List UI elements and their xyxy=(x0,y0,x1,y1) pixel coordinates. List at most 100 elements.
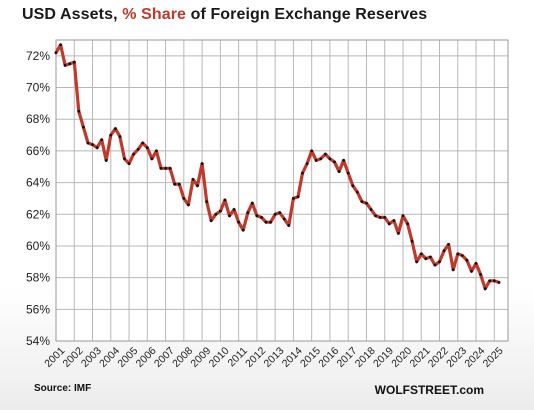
data-point xyxy=(360,200,364,204)
source-note: Source: IMF xyxy=(34,383,92,394)
data-point xyxy=(351,184,355,188)
data-point xyxy=(260,216,263,219)
data-point xyxy=(118,135,122,139)
data-point xyxy=(150,157,154,161)
data-point xyxy=(241,228,245,232)
data-point xyxy=(159,166,163,170)
data-point xyxy=(460,254,464,257)
data-point xyxy=(406,222,409,226)
data-point xyxy=(82,125,85,129)
data-point xyxy=(168,166,172,170)
data-point xyxy=(77,109,81,113)
data-point xyxy=(173,182,177,186)
data-point xyxy=(456,252,460,256)
data-point xyxy=(387,222,391,226)
data-point xyxy=(497,281,501,284)
data-point xyxy=(114,127,117,131)
data-point xyxy=(433,263,437,267)
data-point xyxy=(200,162,204,166)
y-tick-label: 70% xyxy=(26,81,50,95)
y-tick-label: 66% xyxy=(26,144,50,158)
data-point xyxy=(296,195,300,199)
data-point xyxy=(177,182,181,186)
data-point xyxy=(470,269,473,273)
data-point xyxy=(419,252,423,256)
data-point xyxy=(264,220,268,224)
data-point xyxy=(342,159,345,162)
data-point xyxy=(479,273,482,276)
data-point xyxy=(246,211,250,215)
data-point xyxy=(383,216,387,219)
data-point xyxy=(314,159,318,162)
data-point xyxy=(319,157,323,161)
data-point xyxy=(196,184,199,188)
data-point xyxy=(401,214,405,218)
data-point xyxy=(250,201,254,205)
data-point xyxy=(136,147,140,151)
data-point xyxy=(63,63,67,67)
data-point xyxy=(424,257,428,260)
data-point xyxy=(415,260,419,264)
data-point xyxy=(219,209,222,213)
data-point xyxy=(278,211,282,215)
data-point xyxy=(228,214,231,218)
chart-title: USD Assets, % Share of Foreign Exchange … xyxy=(22,6,427,24)
data-point xyxy=(483,287,487,291)
data-point xyxy=(292,197,295,200)
data-point xyxy=(492,279,496,283)
data-point xyxy=(145,146,149,150)
data-point xyxy=(488,279,492,283)
data-point xyxy=(374,214,377,218)
y-tick-label: 62% xyxy=(26,207,50,221)
data-point xyxy=(324,152,327,156)
data-point xyxy=(442,249,446,253)
data-point xyxy=(59,43,62,47)
data-point xyxy=(287,224,291,227)
data-point xyxy=(451,268,455,272)
title-highlight: % Share xyxy=(122,6,187,23)
data-point xyxy=(438,260,441,264)
data-point xyxy=(333,160,336,164)
y-tick-label: 64% xyxy=(26,176,50,190)
data-point xyxy=(369,208,373,211)
data-point xyxy=(214,212,218,216)
data-point xyxy=(365,201,368,205)
data-point xyxy=(269,220,272,224)
data-point xyxy=(91,143,94,147)
data-point xyxy=(164,166,168,170)
data-point xyxy=(223,198,227,202)
data-point xyxy=(182,197,186,200)
y-tick-label: 58% xyxy=(26,271,50,285)
data-point xyxy=(127,162,131,166)
data-point xyxy=(132,152,136,156)
data-point xyxy=(465,258,469,262)
y-tick-label: 56% xyxy=(26,302,50,316)
data-point xyxy=(305,162,309,166)
data-point xyxy=(346,171,350,175)
data-point xyxy=(282,217,286,221)
data-point xyxy=(95,146,99,150)
data-point xyxy=(232,208,236,211)
data-point xyxy=(141,141,145,145)
data-point xyxy=(447,243,450,246)
plot-area-background xyxy=(56,40,508,341)
data-point xyxy=(301,171,304,175)
data-point xyxy=(54,51,58,55)
series-usd-share xyxy=(54,43,501,291)
data-point xyxy=(191,178,195,181)
data-point xyxy=(429,255,432,259)
data-point xyxy=(255,214,259,218)
data-point xyxy=(355,190,359,194)
plot-frame xyxy=(55,39,509,342)
y-tick-label: 72% xyxy=(26,49,50,63)
title-part2: of Foreign Exchange Reserves xyxy=(186,6,428,23)
data-point xyxy=(100,138,104,142)
data-point xyxy=(187,203,190,207)
data-point xyxy=(410,239,414,243)
data-point xyxy=(397,231,400,235)
data-point xyxy=(237,220,241,224)
data-point xyxy=(337,170,341,173)
data-point xyxy=(72,60,76,64)
y-tick-label: 54% xyxy=(26,334,50,348)
